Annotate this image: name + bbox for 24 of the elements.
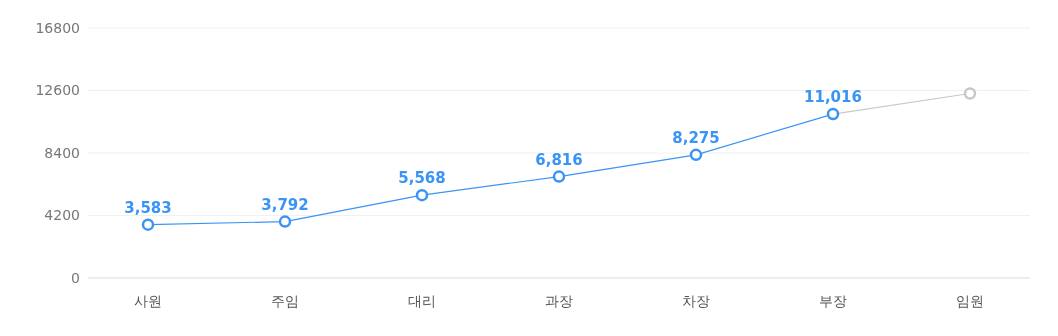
x-tick-label: 사원 — [134, 292, 162, 309]
x-tick-label: 대리 — [408, 292, 436, 309]
data-label: 3,792 — [261, 195, 309, 214]
x-tick-label: 주임 — [271, 292, 299, 309]
data-label: 6,816 — [535, 150, 583, 169]
data-label: 3,583 — [124, 198, 172, 217]
data-label: 5,568 — [398, 169, 446, 188]
x-tick-label: 부장 — [819, 292, 847, 309]
x-tick-label: 차장 — [682, 292, 710, 309]
point — [415, 188, 429, 202]
y-tick-label: 12600 — [35, 82, 80, 99]
y-tick-label: 16800 — [35, 19, 80, 36]
data-label: 11,016 — [804, 88, 862, 107]
point — [963, 87, 977, 100]
y-tick-label: 4200 — [44, 207, 80, 224]
x-tick-label: 임원 — [956, 292, 984, 309]
y-tick-label: 8400 — [44, 144, 80, 161]
point — [689, 148, 703, 162]
x-tick-label: 과장 — [545, 292, 573, 309]
point — [278, 215, 292, 228]
data-label: 8,275 — [672, 128, 720, 147]
point — [141, 218, 155, 231]
y-tick-label: 0 — [71, 269, 80, 286]
point — [552, 170, 566, 183]
